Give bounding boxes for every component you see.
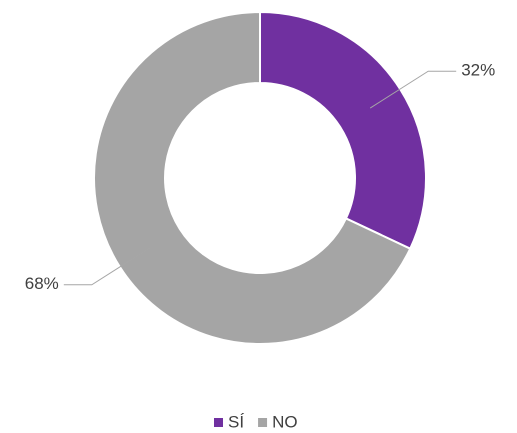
- leader-line: [63, 247, 151, 286]
- legend-label: NO: [272, 412, 298, 431]
- legend-label: SÍ: [228, 412, 244, 431]
- donut-slice: [93, 10, 412, 345]
- donut-slice: [259, 10, 427, 251]
- data-label: 68%: [25, 274, 59, 293]
- legend-swatch: [258, 418, 268, 427]
- leader-line: [369, 70, 457, 109]
- legend-swatch: [214, 418, 223, 427]
- data-label: 32%: [461, 61, 495, 80]
